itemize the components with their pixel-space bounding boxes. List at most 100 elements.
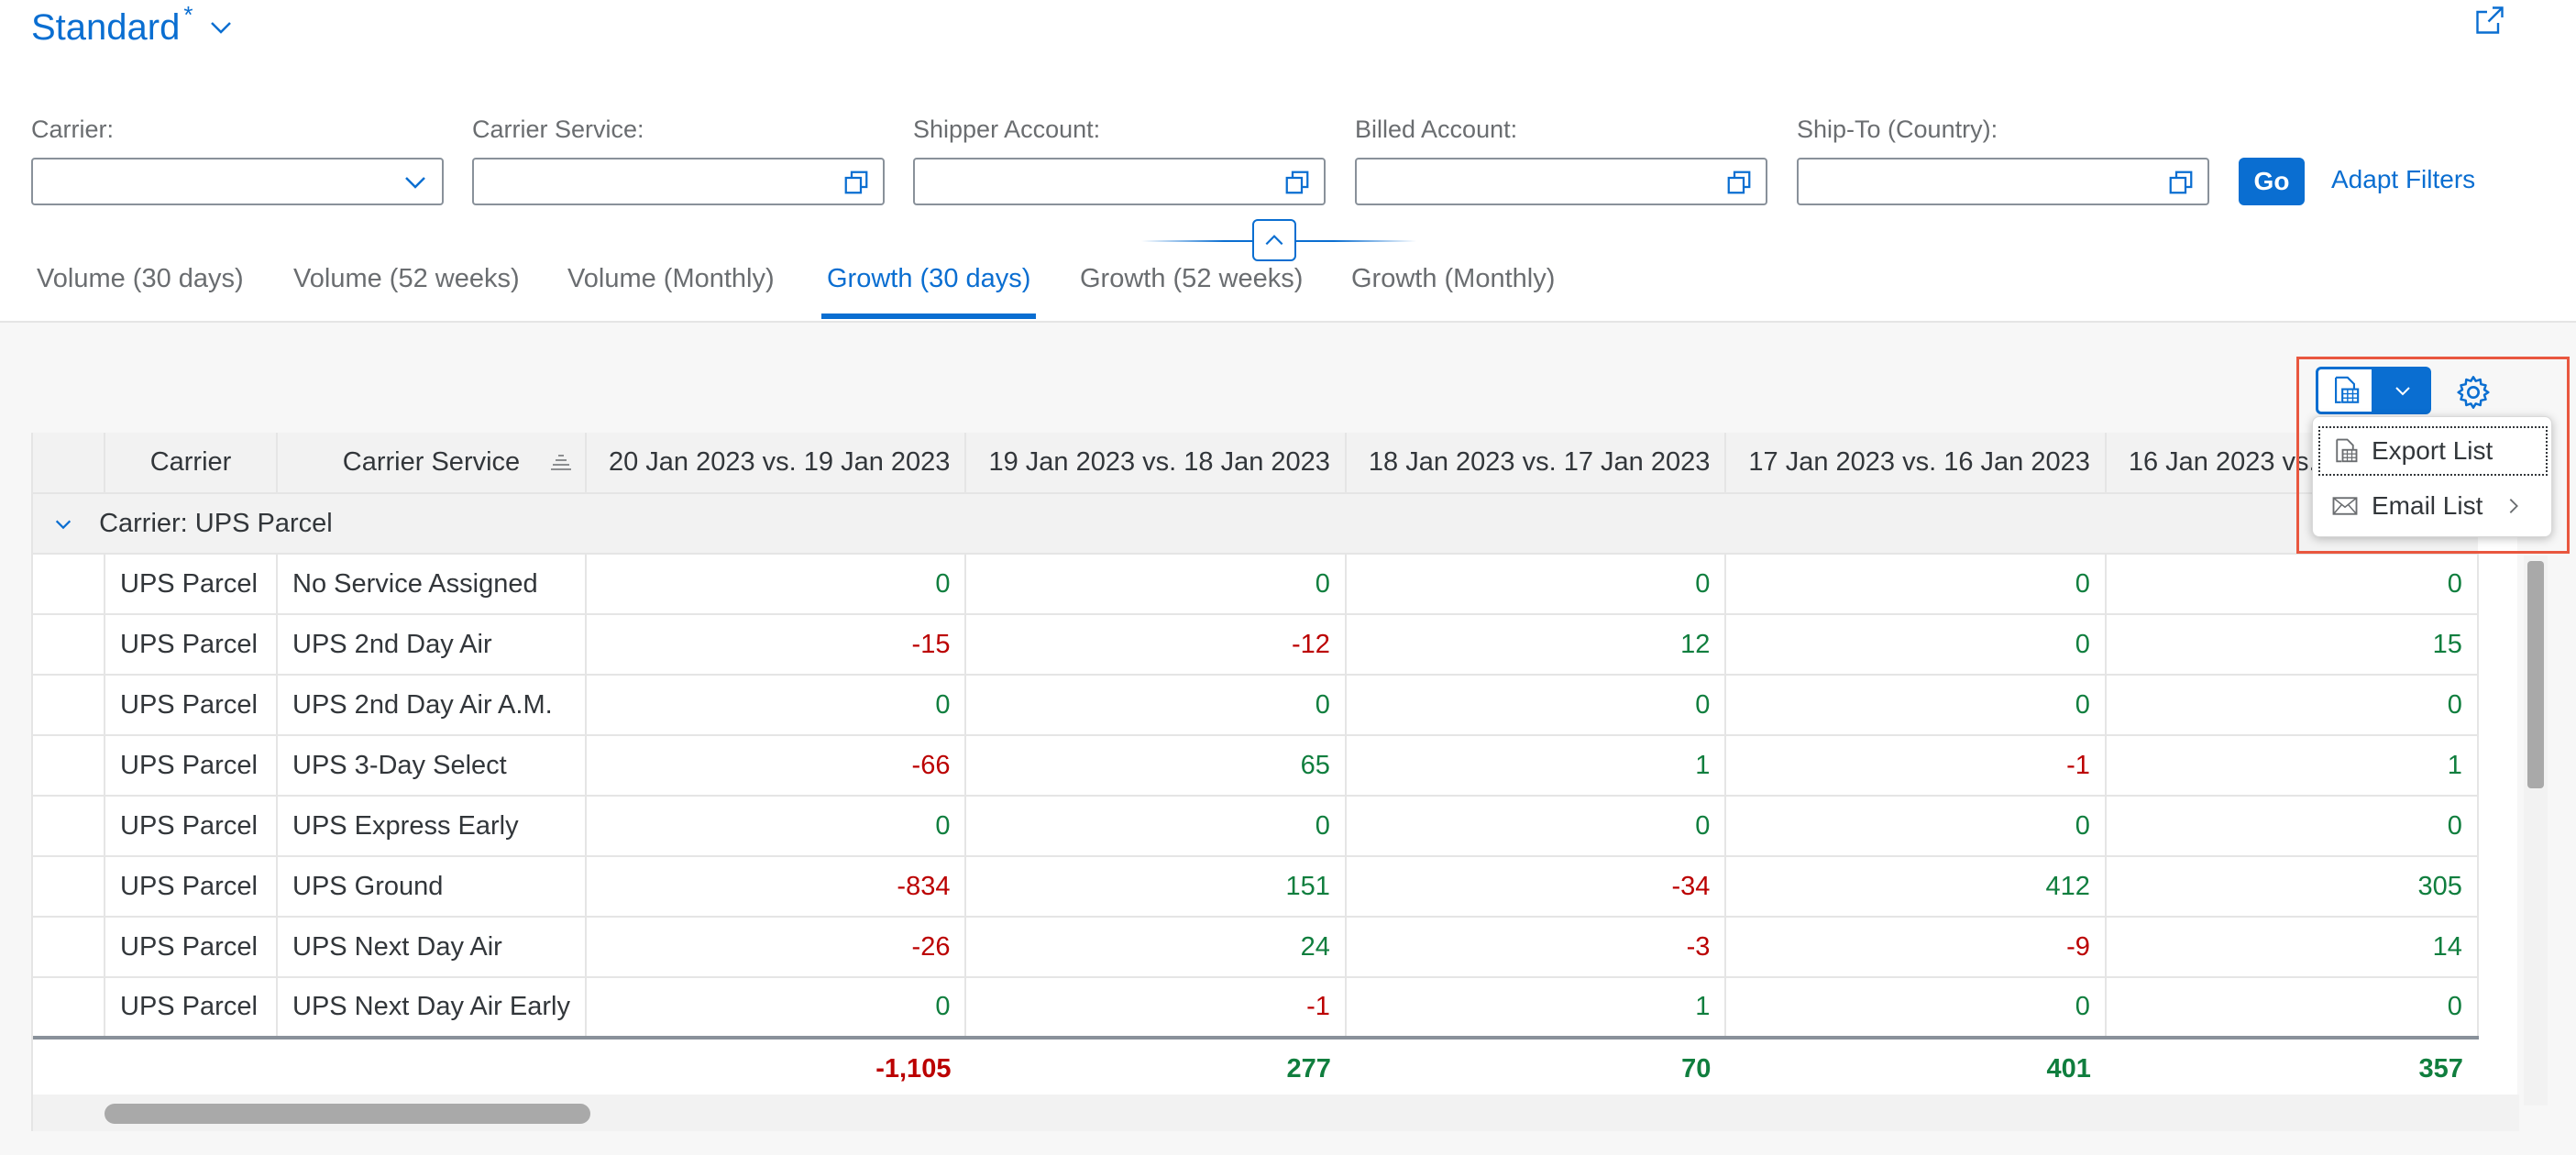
filter-label-shipper-account: Shipper Account:	[913, 116, 1101, 143]
growth-value-cell: 0	[965, 796, 1347, 857]
variant-selector[interactable]: Standard *	[31, 0, 235, 53]
table-row[interactable]: UPS Parcel UPS 2nd Day Air A.M. 0 0 0 0 0	[33, 675, 2479, 736]
column-header-date-1[interactable]: 20 Jan 2023 vs. 19 Jan 2023	[585, 433, 967, 494]
total-value-cell: -1,105	[585, 1036, 966, 1101]
menu-item-email-list[interactable]: Email List	[2317, 479, 2549, 533]
column-header-carrier[interactable]: Carrier	[105, 433, 278, 494]
growth-value-cell: 0	[2105, 554, 2479, 615]
carrier-service-cell: UPS Next Day Air	[277, 917, 587, 978]
carrier-service-cell: UPS 3-Day Select	[277, 735, 587, 797]
filter-label-carrier-service: Carrier Service:	[472, 116, 644, 143]
growth-value-cell: 0	[965, 675, 1347, 736]
growth-value-cell: -1	[965, 977, 1347, 1039]
ship-to-country-field[interactable]	[1797, 158, 2209, 205]
row-selector-cell[interactable]	[33, 856, 105, 918]
group-label: Carrier: UPS Parcel	[99, 508, 333, 538]
highlight-annotation	[2296, 357, 2570, 554]
row-selector-header	[33, 433, 105, 494]
totals-spacer	[105, 1036, 277, 1101]
column-header-date-3[interactable]: 18 Jan 2023 vs. 17 Jan 2023	[1345, 433, 1727, 494]
carrier-service-cell: UPS Express Early	[277, 796, 587, 857]
growth-value-cell: -3	[1345, 917, 1727, 978]
growth-value-cell: -15	[585, 614, 967, 676]
collapse-header-button[interactable]	[1252, 219, 1296, 261]
row-selector-cell[interactable]	[33, 917, 105, 978]
group-row[interactable]: Carrier: UPS Parcel	[33, 493, 2478, 555]
tab-volume-30-days[interactable]: Volume (30 days)	[37, 264, 244, 293]
value-help-icon[interactable]	[1283, 169, 1311, 196]
row-selector-cell[interactable]	[33, 675, 105, 736]
growth-value-cell: 1	[1345, 735, 1727, 797]
growth-value-cell: 0	[1725, 796, 2107, 857]
chevron-down-icon[interactable]	[402, 169, 429, 196]
tab-growth-30-days[interactable]: Growth (30 days)	[821, 264, 1037, 319]
scrollbar-thumb[interactable]	[105, 1104, 590, 1124]
row-selector-cell[interactable]	[33, 614, 105, 676]
go-button[interactable]: Go	[2239, 158, 2305, 205]
growth-value-cell: 151	[965, 856, 1347, 918]
table-row[interactable]: UPS Parcel UPS 3-Day Select -66 65 1 -1 1	[33, 735, 2479, 797]
growth-value-cell: -66	[585, 735, 967, 797]
table-row[interactable]: UPS Parcel UPS Next Day Air -26 24 -3 -9 14	[33, 917, 2479, 978]
shipper-account-field[interactable]	[913, 158, 1326, 205]
row-selector-cell[interactable]	[33, 735, 105, 797]
filter-label-billed-account: Billed Account:	[1355, 116, 1518, 143]
vertical-scrollbar[interactable]	[2524, 556, 2548, 1106]
table-row[interactable]: UPS Parcel UPS 2nd Day Air -15 -12 12 0 15	[33, 614, 2479, 676]
growth-value-cell: 0	[1725, 675, 2107, 736]
carrier-select[interactable]	[31, 158, 444, 205]
growth-value-cell: 0	[1345, 554, 1727, 615]
table-row[interactable]: UPS Parcel No Service Assigned 0 0 0 0 0	[33, 554, 2479, 615]
table-row[interactable]: UPS Parcel UPS Ground -834 151 -34 412 305	[33, 856, 2479, 918]
adapt-filters-link[interactable]: Adapt Filters	[2331, 165, 2476, 193]
growth-value-cell: -12	[965, 614, 1347, 676]
column-header-carrier-service[interactable]: Carrier Service	[277, 433, 587, 494]
chevron-right-icon	[2509, 499, 2518, 513]
menu-item-export-list[interactable]: Export List	[2317, 424, 2549, 478]
column-header-date-2[interactable]: 19 Jan 2023 vs. 18 Jan 2023	[965, 433, 1347, 494]
share-icon[interactable]	[2473, 4, 2506, 37]
growth-value-cell: -1	[1725, 735, 2107, 797]
gear-icon[interactable]	[2455, 374, 2492, 411]
tab-growth-52-weeks[interactable]: Growth (52 weeks)	[1080, 264, 1304, 293]
export-dropdown-button[interactable]	[2374, 367, 2431, 414]
export-button[interactable]	[2316, 367, 2374, 414]
growth-value-cell: 0	[1345, 796, 1727, 857]
column-header-date-4[interactable]: 17 Jan 2023 vs. 16 Jan 2023	[1725, 433, 2107, 494]
carrier-cell: UPS Parcel	[105, 735, 278, 797]
value-help-icon[interactable]	[2167, 169, 2195, 196]
carrier-service-cell: UPS Next Day Air Early	[277, 977, 587, 1039]
variant-modified-indicator: *	[183, 0, 193, 28]
value-help-icon[interactable]	[1725, 169, 1753, 196]
chevron-down-icon[interactable]	[51, 514, 75, 534]
tab-volume-52-weeks[interactable]: Volume (52 weeks)	[293, 264, 520, 293]
tab-volume-monthly[interactable]: Volume (Monthly)	[567, 264, 775, 293]
export-split-button[interactable]	[2316, 367, 2431, 414]
table-row[interactable]: UPS Parcel UPS Next Day Air Early 0 -1 1 0 0	[33, 977, 2479, 1039]
chevron-down-icon	[211, 22, 232, 34]
growth-value-cell: 0	[965, 554, 1347, 615]
tab-growth-monthly[interactable]: Growth (Monthly)	[1351, 264, 1556, 293]
carrier-service-field[interactable]	[472, 158, 885, 205]
growth-value-cell: 0	[1725, 554, 2107, 615]
row-selector-cell[interactable]	[33, 977, 105, 1039]
carrier-service-cell: UPS Ground	[277, 856, 587, 918]
scrollbar-thumb[interactable]	[2527, 561, 2544, 788]
row-selector-cell[interactable]	[33, 796, 105, 857]
growth-value-cell: 0	[585, 977, 967, 1039]
carrier-cell: UPS Parcel	[105, 614, 278, 676]
filter-label-ship-to-country: Ship-To (Country):	[1797, 116, 1998, 143]
chevron-down-icon	[2395, 387, 2410, 396]
total-value-cell: 277	[965, 1036, 1346, 1101]
billed-account-field[interactable]	[1355, 158, 1767, 205]
horizontal-scrollbar[interactable]	[33, 1094, 2519, 1131]
filter-label-carrier: Carrier:	[31, 116, 115, 143]
row-selector-cell[interactable]	[33, 554, 105, 615]
sort-icon	[550, 455, 571, 470]
totals-row: -1,105 277 70 401 357	[33, 1036, 2478, 1101]
variant-title: Standard	[31, 6, 181, 48]
growth-value-cell: 0	[2105, 977, 2479, 1039]
table-row[interactable]: UPS Parcel UPS Express Early 0 0 0 0 0	[33, 796, 2479, 857]
total-value-cell: 70	[1345, 1036, 1726, 1101]
value-help-icon[interactable]	[842, 169, 870, 196]
